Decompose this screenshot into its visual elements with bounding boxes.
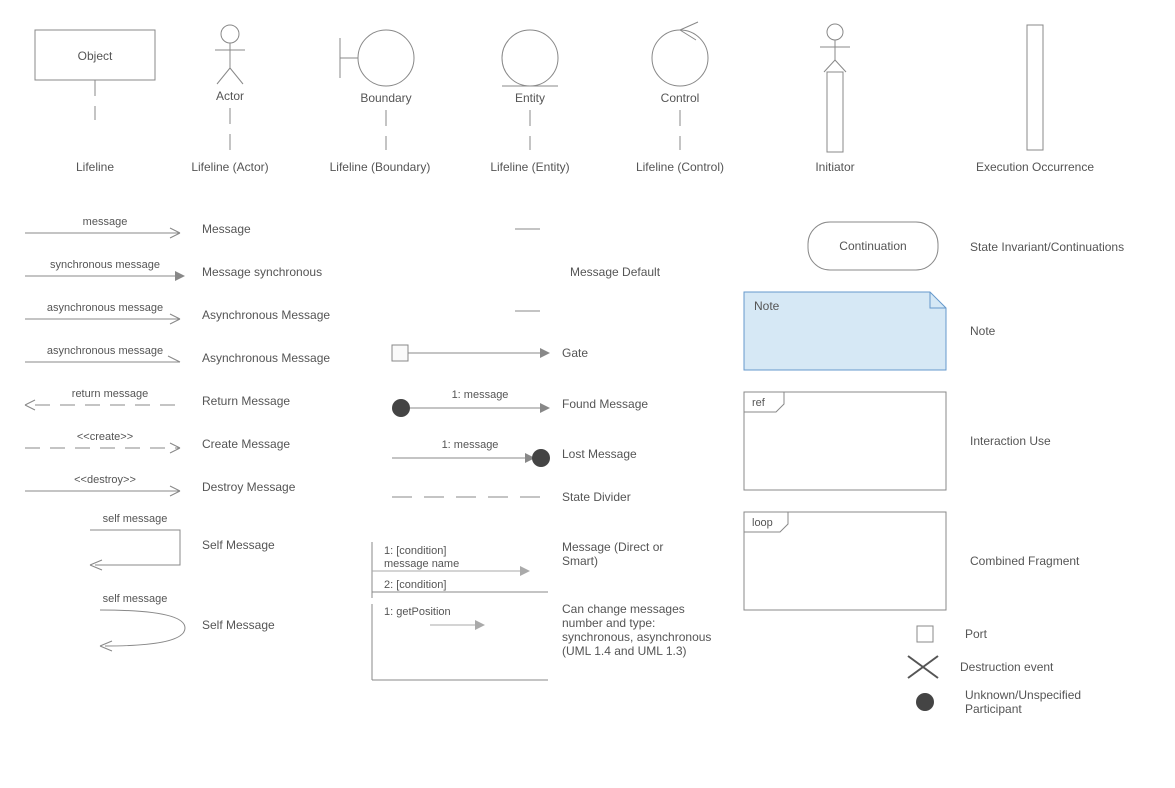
combined-fragment: loop Combined Fragment [740,508,1079,614]
continuation: Continuation State Invariant/Continuatio… [780,218,1150,276]
svg-text:Actor: Actor [216,89,244,103]
lost-message-icon: 1: message [390,438,550,470]
svg-text:1: message: 1: message [442,439,499,451]
svg-text:self message: self message [103,593,168,605]
lifeline-entity: Entity Lifeline (Entity) [480,20,580,174]
found-message: 1: message Found Message [390,388,648,420]
message-default-b [390,304,540,318]
message-direct: 1: [condition] message name 2: [conditio… [370,540,682,600]
lifeline-entity-caption: Lifeline (Entity) [490,160,569,174]
actor-icon: Actor [185,20,275,160]
gate: Gate [390,338,588,368]
svg-text:1: message: 1: message [452,389,509,401]
message-direct-icon: 1: [condition] message name 2: [conditio… [370,540,550,600]
destruction-icon [900,650,946,684]
destroy-arrow-icon: <<destroy>> [20,473,190,501]
note-icon: Note [740,288,950,374]
execution-occurrence: Execution Occurrence [955,20,1115,174]
svg-text:Entity: Entity [515,91,545,105]
lifeline-actor: Actor Lifeline (Actor) [185,20,275,174]
async-half-arrow-icon: asynchronous message [20,344,190,372]
control-icon: Control [620,20,740,160]
svg-text:.: . [465,274,466,276]
lifeline-object-caption: Lifeline [76,160,114,174]
message-default: . Message Default [390,265,660,279]
interaction-use: ref Interaction Use [740,388,1051,494]
lifeline-object: Object Lifeline [30,20,160,174]
combined-fragment-icon: loop [740,508,950,614]
self-message-curve-icon: self message [20,590,190,660]
message-simple: message Message [20,215,251,243]
svg-text:loop: loop [752,517,773,529]
initiator: Initiator [790,20,880,174]
svg-text:1: [condition]: 1: [condition] [384,545,446,557]
svg-text:<<destroy>>: <<destroy>> [74,474,136,486]
message-destroy: <<destroy>> Destroy Message [20,473,295,501]
state-divider: State Divider [390,490,631,504]
sync-arrow-icon: synchronous message [20,258,190,286]
object-icon: Object [30,20,160,160]
execution-caption: Execution Occurrence [976,160,1094,174]
svg-text:message name: message name [384,558,459,570]
note: Note Note [740,288,995,374]
svg-text:message: message [83,216,128,228]
lifeline-control: Control Lifeline (Control) [620,20,740,174]
object-box-label: Object [78,49,113,63]
unknown-icon [905,689,945,715]
message-async-1: asynchronous message Asynchronous Messag… [20,301,330,329]
create-arrow-icon: <<create>> [20,430,190,458]
svg-text:<<create>>: <<create>> [77,431,133,443]
message-async-2: asynchronous message Asynchronous Messag… [20,344,330,372]
gate-icon [390,338,550,368]
return-arrow-icon: return message [20,387,190,415]
port-icon [905,622,945,646]
initiator-caption: Initiator [815,160,854,174]
message-return: return message Return Message [20,387,290,415]
svg-text:return message: return message [72,388,148,400]
message-default-a [390,222,540,236]
lifeline-actor-caption: Lifeline (Actor) [191,160,268,174]
lifeline-control-caption: Lifeline (Control) [636,160,724,174]
svg-text:Note: Note [754,299,780,313]
unknown-participant: Unknown/Unspecified Participant [905,688,1125,716]
entity-icon: Entity [480,20,580,160]
svg-text:Control: Control [661,91,700,105]
svg-text:Boundary: Boundary [360,91,411,105]
svg-text:synchronous message: synchronous message [50,259,160,271]
message-self-2: self message Self Message [20,590,275,660]
destruction-event: Destruction event [900,650,1053,684]
svg-text:Continuation: Continuation [839,239,906,253]
svg-text:self message: self message [103,513,168,525]
interaction-use-icon: ref [740,388,950,494]
state-divider-icon [390,490,550,504]
message-synchronous: synchronous message Message synchronous [20,258,322,286]
lifeline-boundary-caption: Lifeline (Boundary) [330,160,431,174]
message-arrow-icon: message [20,215,190,243]
svg-text:asynchronous message: asynchronous message [47,302,163,314]
port: Port [905,622,987,646]
message-change: 1: getPosition Can change messages numbe… [370,602,722,682]
async-arrow-icon: asynchronous message [20,301,190,329]
message-create: <<create>> Create Message [20,430,290,458]
svg-text:1: getPosition: 1: getPosition [384,606,451,618]
initiator-icon [790,20,880,160]
message-self-1: self message Self Message [20,510,275,580]
svg-text:2: [condition]: 2: [condition] [384,579,446,591]
found-message-icon: 1: message [390,388,550,420]
svg-text:asynchronous message: asynchronous message [47,345,163,357]
svg-text:ref: ref [752,397,766,409]
continuation-icon: Continuation [780,218,950,276]
self-message-icon: self message [20,510,190,580]
message-change-icon: 1: getPosition [370,602,550,682]
lost-message: 1: message Lost Message [390,438,637,470]
boundary-icon: Boundary [320,20,440,160]
execution-icon [955,20,1115,160]
lifeline-boundary: Boundary Lifeline (Boundary) [320,20,440,174]
